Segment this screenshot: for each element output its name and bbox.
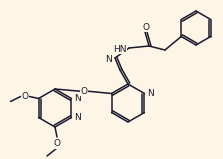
Text: O: O — [142, 23, 149, 31]
Text: N: N — [105, 55, 112, 65]
Text: HN: HN — [114, 45, 127, 53]
Text: O: O — [81, 87, 88, 96]
Text: N: N — [74, 94, 81, 103]
Text: N: N — [74, 113, 81, 122]
Text: O: O — [54, 139, 60, 149]
Text: O: O — [21, 92, 28, 101]
Text: N: N — [147, 89, 154, 98]
